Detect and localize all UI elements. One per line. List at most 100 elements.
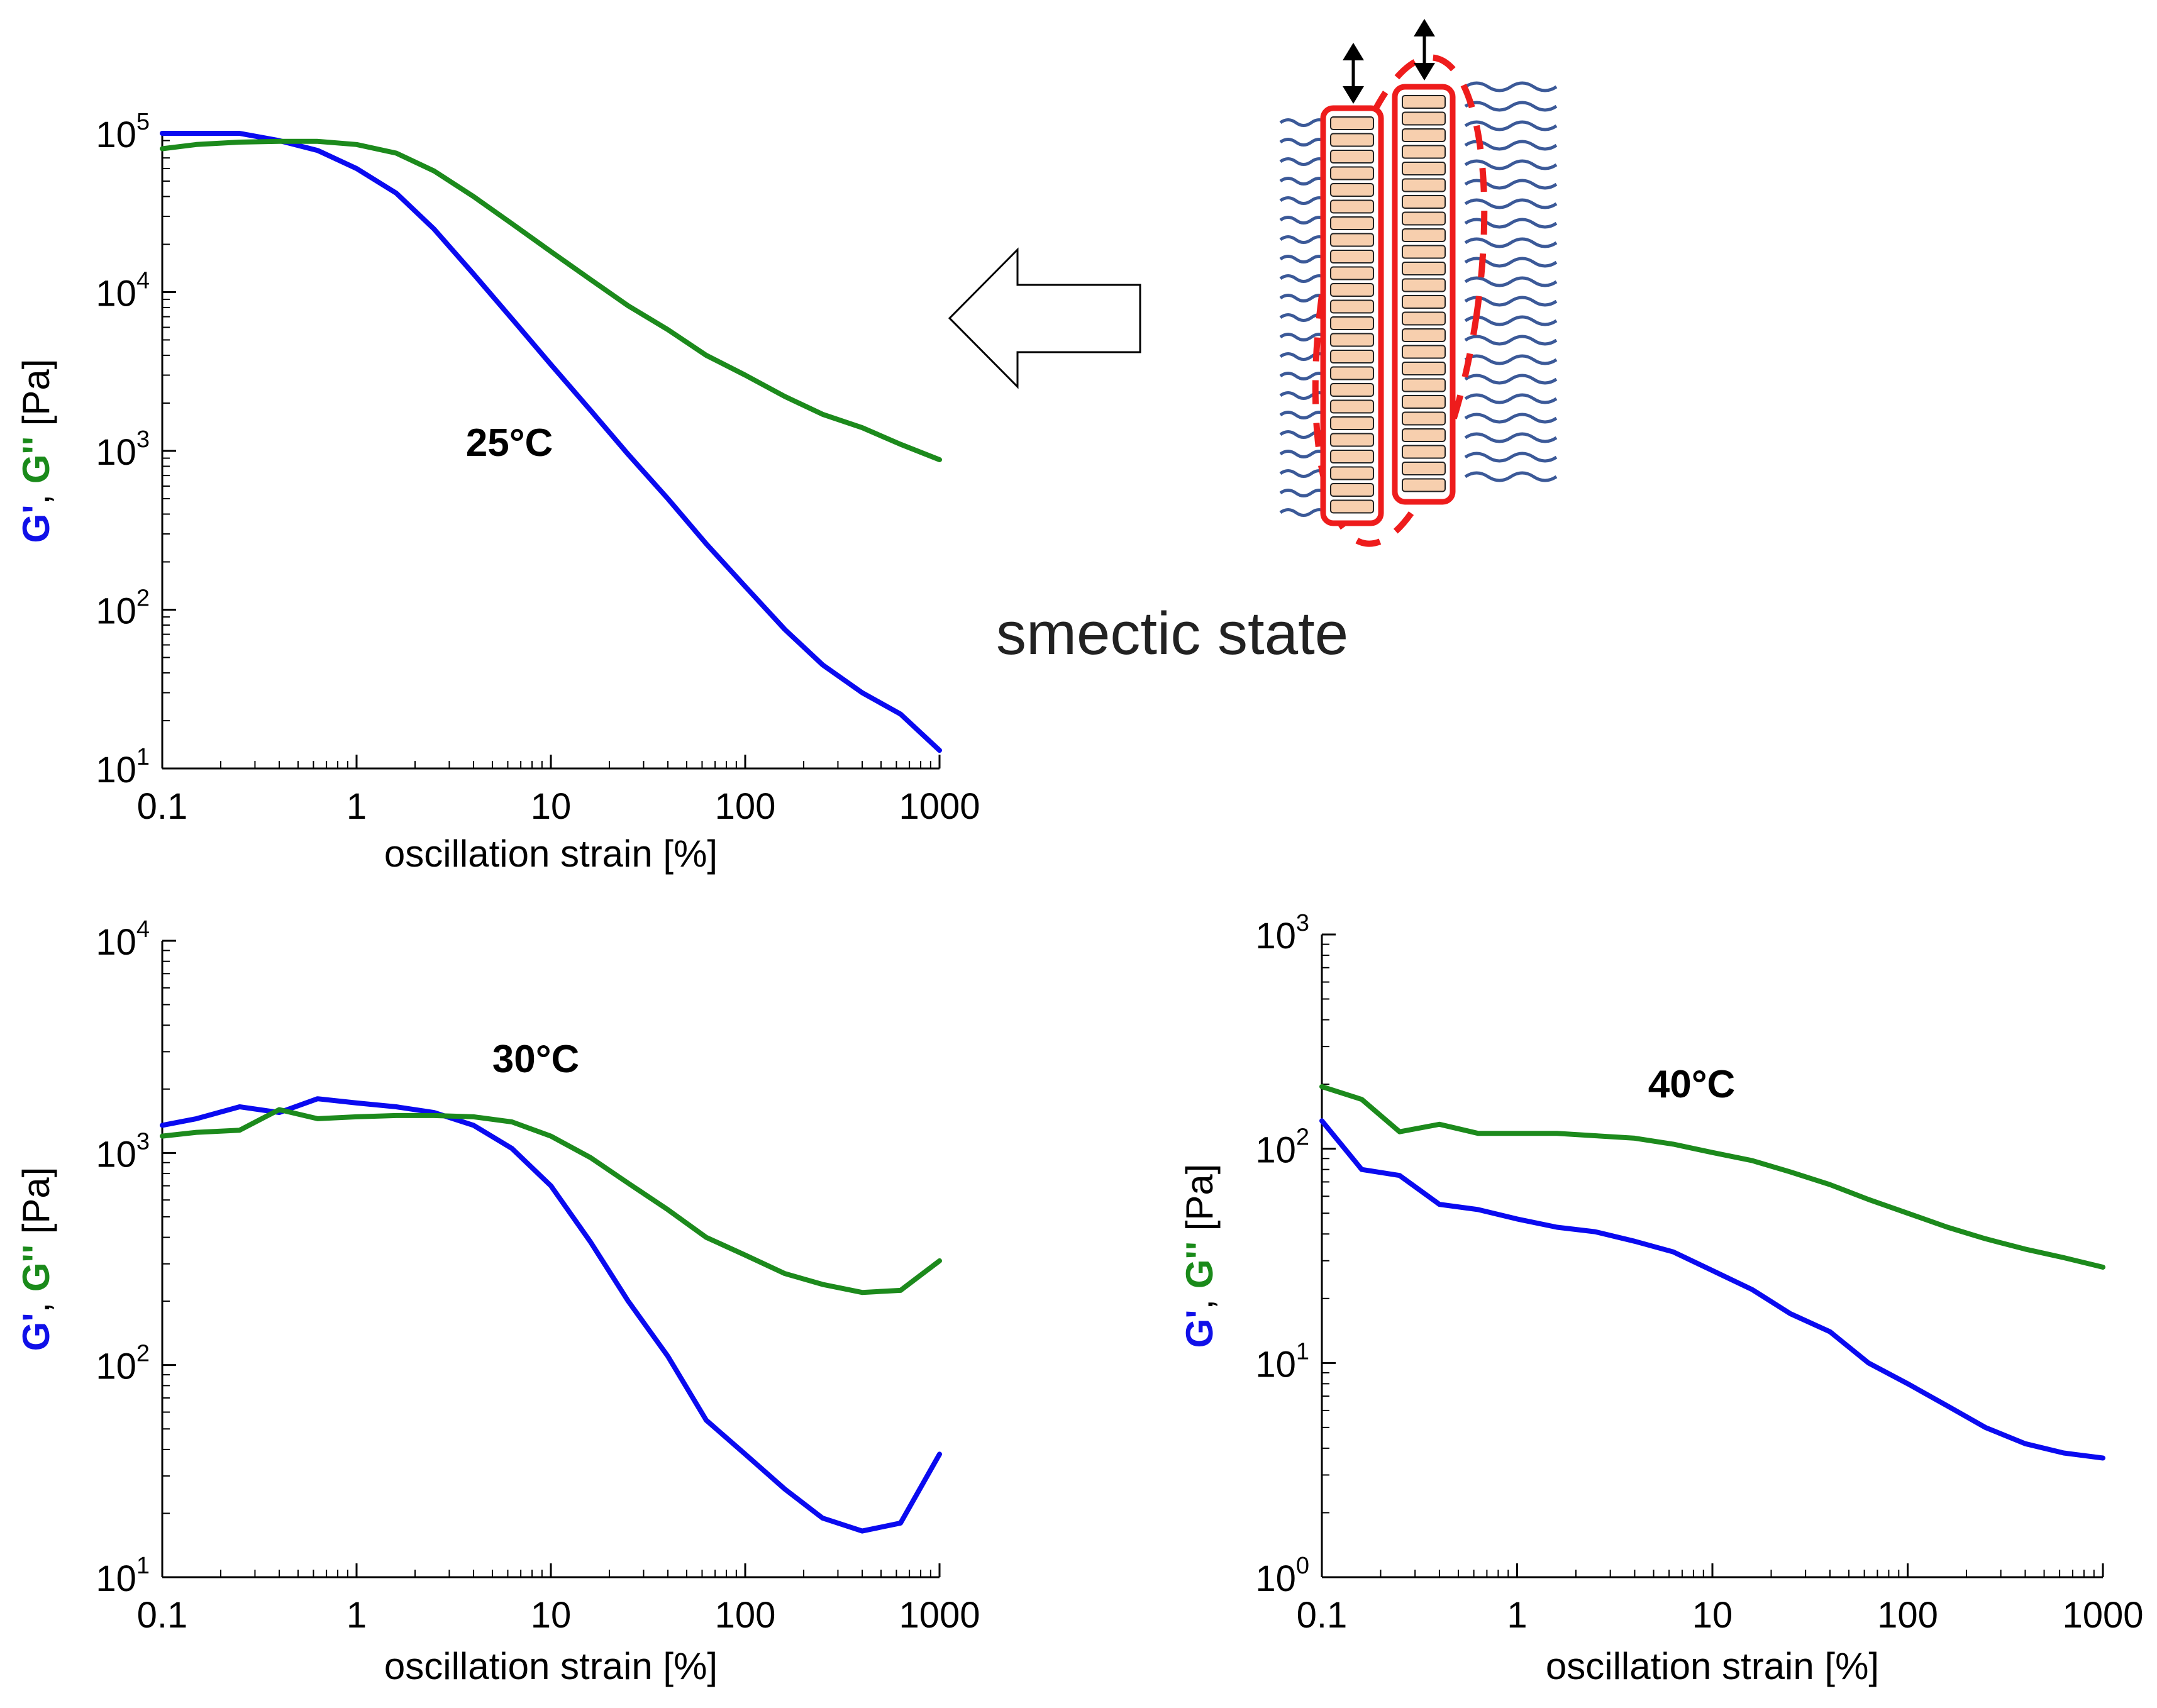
smectic-schematic <box>1279 19 1558 547</box>
mesogen-block <box>1402 111 1446 126</box>
x-tick-label: 0.1 <box>137 786 188 827</box>
arrow-head-down <box>1414 63 1435 80</box>
mesogen-block <box>1330 116 1374 130</box>
x-axis-label: oscillation strain [%] <box>1546 1645 1879 1687</box>
mesogen-block <box>1402 128 1446 142</box>
alkyl-chain <box>1279 450 1328 458</box>
mesogen-block <box>1330 483 1374 497</box>
alkyl-chain <box>1279 255 1328 263</box>
x-tick-label: 10 <box>1692 1595 1733 1636</box>
mesogen-block <box>1330 233 1374 247</box>
alkyl-chain <box>1279 177 1328 186</box>
y-tick-label: 103 <box>96 426 150 473</box>
alkyl-chain <box>1464 374 1558 385</box>
y-tick-label: 102 <box>96 1341 150 1387</box>
alkyl-chain <box>1464 101 1558 112</box>
mesogen-block <box>1402 362 1446 375</box>
alkyl-chain <box>1279 333 1328 341</box>
y-tick-label: 101 <box>1255 1338 1309 1385</box>
x-tick-label: 10 <box>531 786 572 827</box>
alkyl-chain <box>1464 276 1558 287</box>
alkyl-chain <box>1279 196 1328 205</box>
x-tick-label: 0.1 <box>137 1595 188 1636</box>
arrow-head-up <box>1343 43 1364 60</box>
mesogen-block <box>1402 411 1446 426</box>
alkyl-chain <box>1279 235 1328 244</box>
y-tick-label: 104 <box>96 268 150 314</box>
mesogen-block <box>1402 428 1446 442</box>
mesogen-block <box>1402 311 1446 326</box>
smectic-layer-outline <box>1312 54 1488 547</box>
alkyl-chain <box>1279 138 1328 147</box>
alkyl-chain <box>1464 393 1558 404</box>
plot-p30: 0.1 1 10 100 1000 101 102 103 104 30°C oscillation… <box>15 916 980 1687</box>
mesogen-block <box>1402 145 1446 159</box>
alkyl-chain <box>1279 352 1328 361</box>
mesogen-block <box>1402 278 1446 292</box>
mesogen-block <box>1402 195 1446 209</box>
alkyl-chain <box>1464 159 1558 170</box>
series-line-g-prime <box>1319 1118 2105 1461</box>
x-tick-label: 1000 <box>899 1595 980 1636</box>
temperature-label: 30°C <box>492 1038 580 1081</box>
plot-p40: 0.1 1 10 100 1000 100 101 102 103 40°C oscillation… <box>1178 910 2144 1687</box>
mesogen-block <box>1330 183 1374 197</box>
y-tick-label: 105 <box>96 109 150 155</box>
mesogen-block <box>1402 395 1446 409</box>
x-tick-label: 0.1 <box>1297 1595 1348 1636</box>
mesogen-block <box>1402 95 1446 109</box>
alkyl-chain <box>1464 218 1558 229</box>
x-tick-label: 10 <box>531 1595 572 1636</box>
alkyl-chain <box>1464 452 1558 463</box>
alkyl-chain <box>1464 81 1558 92</box>
y-tick-label: 103 <box>96 1128 150 1175</box>
x-tick-label: 1000 <box>899 786 980 827</box>
x-tick-label: 100 <box>715 786 776 827</box>
mesogen-block <box>1330 350 1374 363</box>
y-axis-label: G', G'' [Pa] <box>1178 1164 1221 1348</box>
x-tick-label: 1 <box>347 1595 367 1636</box>
mesogen-block <box>1402 245 1446 259</box>
mesogen-block <box>1330 366 1374 380</box>
alkyl-chain <box>1464 120 1558 131</box>
mesogen-block <box>1402 445 1446 459</box>
mesogen-block <box>1330 150 1374 164</box>
y-tick-label: 102 <box>96 585 150 632</box>
mesogen-block <box>1330 416 1374 430</box>
mesogen-block <box>1402 211 1446 226</box>
alkyl-chain <box>1279 372 1328 380</box>
mesogen-block <box>1402 178 1446 192</box>
mesogen-block <box>1330 399 1374 414</box>
x-axis-label: oscillation strain [%] <box>384 1645 718 1687</box>
mesogen-block <box>1402 262 1446 275</box>
series-line-g-double-prime <box>160 1107 942 1295</box>
mesogen-block <box>1330 466 1374 480</box>
arrow-head-up <box>1414 19 1435 36</box>
y-tick-label: 102 <box>1255 1124 1309 1171</box>
y-tick-label: 104 <box>96 916 150 963</box>
x-tick-label: 100 <box>715 1595 776 1636</box>
y-axis-label: G', G'' [Pa] <box>15 359 57 543</box>
plot-p25: 0.1 1 10 100 1000 101 102 103 104 105 25°C oscillat… <box>15 109 980 875</box>
mesogen-block <box>1402 162 1446 175</box>
alkyl-chain <box>1279 489 1328 497</box>
alkyl-chain <box>1279 391 1328 400</box>
alkyl-chain <box>1464 354 1558 365</box>
y-axis-label: G', G'' [Pa] <box>15 1167 57 1351</box>
alkyl-chain <box>1464 198 1558 209</box>
mesogen-block <box>1330 299 1374 314</box>
mesogen-block <box>1330 266 1374 280</box>
alkyl-chain <box>1464 257 1558 268</box>
x-tick-label: 1 <box>347 786 367 827</box>
mesogen-block <box>1402 295 1446 309</box>
x-tick-label: 1000 <box>2062 1595 2143 1636</box>
mesogen-block <box>1402 478 1446 492</box>
series-line-g-prime <box>160 131 942 753</box>
series-line-g-double-prime <box>1319 1084 2105 1270</box>
mesogen-block <box>1330 133 1374 147</box>
x-tick-label: 100 <box>1877 1595 1938 1636</box>
alkyl-chain <box>1464 335 1558 346</box>
alkyl-chain <box>1279 411 1328 419</box>
mesogen-block <box>1330 250 1374 263</box>
mesogen-block <box>1330 283 1374 297</box>
